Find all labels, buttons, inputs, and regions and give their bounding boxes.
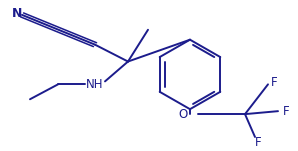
Text: N: N: [11, 7, 22, 20]
Text: O: O: [178, 108, 187, 121]
Text: F: F: [255, 137, 261, 149]
Text: F: F: [271, 76, 278, 89]
Text: F: F: [283, 105, 290, 118]
Text: NH: NH: [86, 78, 104, 91]
